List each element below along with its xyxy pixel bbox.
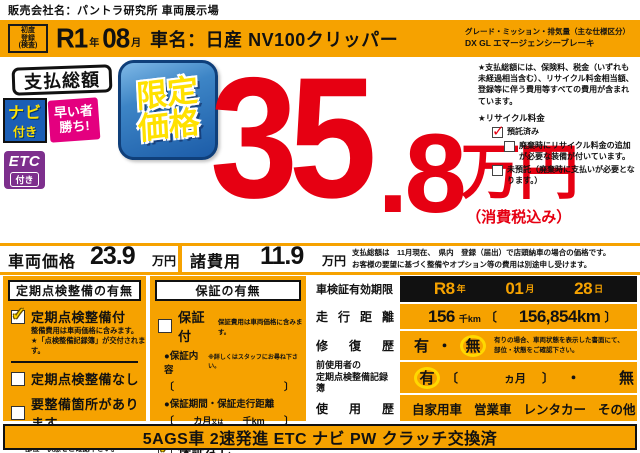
divider <box>0 243 640 246</box>
warranty-panel: 保証の有無 保証付 保証費用は車両価格に含みます。 ●保証内容 ※詳しくはスタッ… <box>150 276 306 453</box>
repair-no-selected: 無 <box>460 334 487 357</box>
maintenance-needed-row: 要整備箇所があります <box>11 394 146 432</box>
etc-badge: ETC 付き <box>4 151 45 189</box>
total-price: 35 .8 万円 （消費税込み） <box>210 41 579 237</box>
inspection-month: 01 <box>505 279 524 298</box>
checked-checkbox-icon <box>11 304 26 325</box>
vehicle-info-panel: 車検証有効期限 R8 年 01 月 28 日 走行距離 156 千km 〔 156,8… <box>310 276 637 421</box>
warranty-period-row: ●保証期間・保証走行距離 <box>164 399 275 410</box>
reg-era: R1 <box>56 22 88 54</box>
first-come-badge: 早い者 勝ち! <box>47 97 101 143</box>
vehicle-price-value: 23.9 <box>90 242 136 270</box>
price-decimal: .8 <box>377 111 466 237</box>
payment-notes: ★支払総額には、保険料、税金（いずれも未経過相当含む）、リサイクル料金相当額、登… <box>478 62 636 187</box>
warranty-with-row: 保証付 保証費用は車両価格に含みます。 <box>158 307 306 345</box>
record-yes-selected: 有 <box>414 366 440 389</box>
mileage-exact: 156,854km <box>518 306 601 326</box>
maintenance-record-label: 前使用者の 定期点検整備記録簿 <box>310 360 400 393</box>
inspection-day: 28 <box>574 279 593 298</box>
reg-month: 08 <box>102 22 130 54</box>
repair-history-row: 修復歴 有 ・ 無 有りの場合、車両状態を表示した書面にて、 部位・状態をご確認… <box>310 331 637 360</box>
empty-checkbox-icon <box>11 371 25 386</box>
recycle-fee-title: ★リサイクル料金 <box>478 112 545 123</box>
divider <box>310 360 637 362</box>
usage-private: 自家用車 <box>412 402 463 417</box>
divider <box>11 361 138 364</box>
divider <box>310 329 637 331</box>
maintenance-panel: 定期点検整備の有無 定期点検整備付 整備費用は車両価格に含みます。 ★「点検整備… <box>3 276 146 453</box>
empty-checkbox-icon <box>492 165 503 177</box>
divider <box>310 302 637 304</box>
navi-badge: ナビ 付き <box>3 98 47 143</box>
maintenance-note2: ★「点検整備記録簿」が交付されます。 <box>31 336 146 356</box>
divider <box>310 393 637 395</box>
price-breakdown-strip: 車両価格 23.9 万円 諸費用 11.9 万円 支払総額は 11月現在、 県内… <box>0 242 640 272</box>
car-name: 車名：日産 NV100クリッパー <box>150 29 399 50</box>
divider <box>0 272 640 275</box>
dealer-name: 販売会社名：パントラ研究所 車両展示場 <box>0 0 640 20</box>
maintenance-with-row: 定期点検整備付 <box>11 304 146 326</box>
registration-date: R1 年 08 月 車名：日産 NV100クリッパー <box>56 22 399 54</box>
mileage-thousands: 156 <box>428 306 455 326</box>
price-conditions-note: 支払総額は 11月現在、 県内 登録（届出）で店頭納車の場合の価格です。 お客様… <box>352 248 611 269</box>
maintenance-note1: 整備費用は車両価格に含みます。 <box>31 326 139 335</box>
fees-value: 11.9 <box>260 242 304 270</box>
maintenance-record-row: 前使用者の 定期点検整備記録簿 有 〔 ヵ月 〕 ・ 無 <box>310 360 637 393</box>
recycle-option1-row: 廃棄時にリサイクル料金の追加が必要な装備が付いています。 <box>504 140 636 163</box>
maintenance-panel-title: 定期点検整備の有無 <box>8 280 141 301</box>
repair-yes: 有 <box>414 338 430 355</box>
usage-history-label: 使用歴 <box>310 395 400 421</box>
main-area: 支払総額 ナビ 付き 早い者 勝ち! ETC 付き 限定 価格 35 .8 万円… <box>0 42 640 243</box>
usage-history-row: 使用歴 自家用車 営業車 レンタカー その他 <box>310 395 637 421</box>
empty-checkbox-icon <box>504 140 515 152</box>
grade-value: DX GL エマージェンシーブレーキ <box>465 38 595 49</box>
grade-block: グレード・ミッション・排気量（主な仕様区分） DX GL エマージェンシーブレー… <box>465 26 630 50</box>
record-no: 無 <box>619 370 635 387</box>
fees-label: 諸費用 <box>190 254 242 271</box>
price-unit: 万円 <box>460 139 579 207</box>
inspection-expiry-label: 車検証有効期限 <box>310 276 400 302</box>
empty-checkbox-icon <box>11 406 25 421</box>
repair-note: 有りの場合、車両状態を表示した書面にて、 部位・状態をご確認下さい。 <box>494 336 624 354</box>
usage-business: 営業車 <box>474 402 512 417</box>
usage-other: その他 <box>598 402 636 417</box>
divider <box>178 246 182 272</box>
warranty-panel-title: 保証の有無 <box>155 280 301 301</box>
warranty-content-blank: 〔 〕 <box>164 382 294 393</box>
recycle-deposited-row: 預託済み <box>492 122 636 140</box>
inspection-era: R8 <box>433 279 455 298</box>
total-payment-badge: 支払総額 <box>11 64 113 96</box>
repair-history-label: 修復歴 <box>310 331 400 360</box>
inspection-expiry-row: 車検証有効期限 R8 年 01 月 28 日 <box>310 276 637 302</box>
mileage-label: 走行距離 <box>310 304 400 329</box>
header-bar: 初度 登録 (検査) R1 年 08 月 車名：日産 NV100クリッパー グレ… <box>0 20 640 57</box>
mileage-row: 走行距離 156 千km 〔 156,854km 〕 <box>310 304 637 329</box>
maintenance-without-row: 定期点検整備なし <box>11 369 146 388</box>
empty-checkbox-icon <box>158 319 172 333</box>
total-payment-note: ★支払総額には、保険料、税金（いずれも未経過相当含む）、リサイクル料金相当額、登… <box>478 63 634 106</box>
limited-price-badge: 限定 価格 <box>118 60 218 160</box>
first-registration-badge: 初度 登録 (検査) <box>8 24 48 53</box>
tax-included-note: （消費税込み） <box>466 209 572 227</box>
warranty-content-row: ●保証内容 ※詳しくはスタッフにお尋ね下さい。 <box>164 351 298 376</box>
warranty-period-blank: 〔 カ月又は 千km 〕 <box>164 416 294 427</box>
vehicle-price-label: 車両価格 <box>8 254 77 271</box>
recycle-option2-row: 未預託（廃棄時に支払いが必要となります。） <box>492 165 636 187</box>
equipment-bar: 5AGS車 2速発進 ETC ナビ PW クラッチ交換済 <box>3 424 637 450</box>
checked-checkbox-icon <box>492 122 505 140</box>
grade-caption: グレード・ミッション・排気量（主な仕様区分） <box>465 27 630 36</box>
price-integer: 35 <box>210 42 377 234</box>
usage-rental: レンタカー <box>523 402 587 417</box>
